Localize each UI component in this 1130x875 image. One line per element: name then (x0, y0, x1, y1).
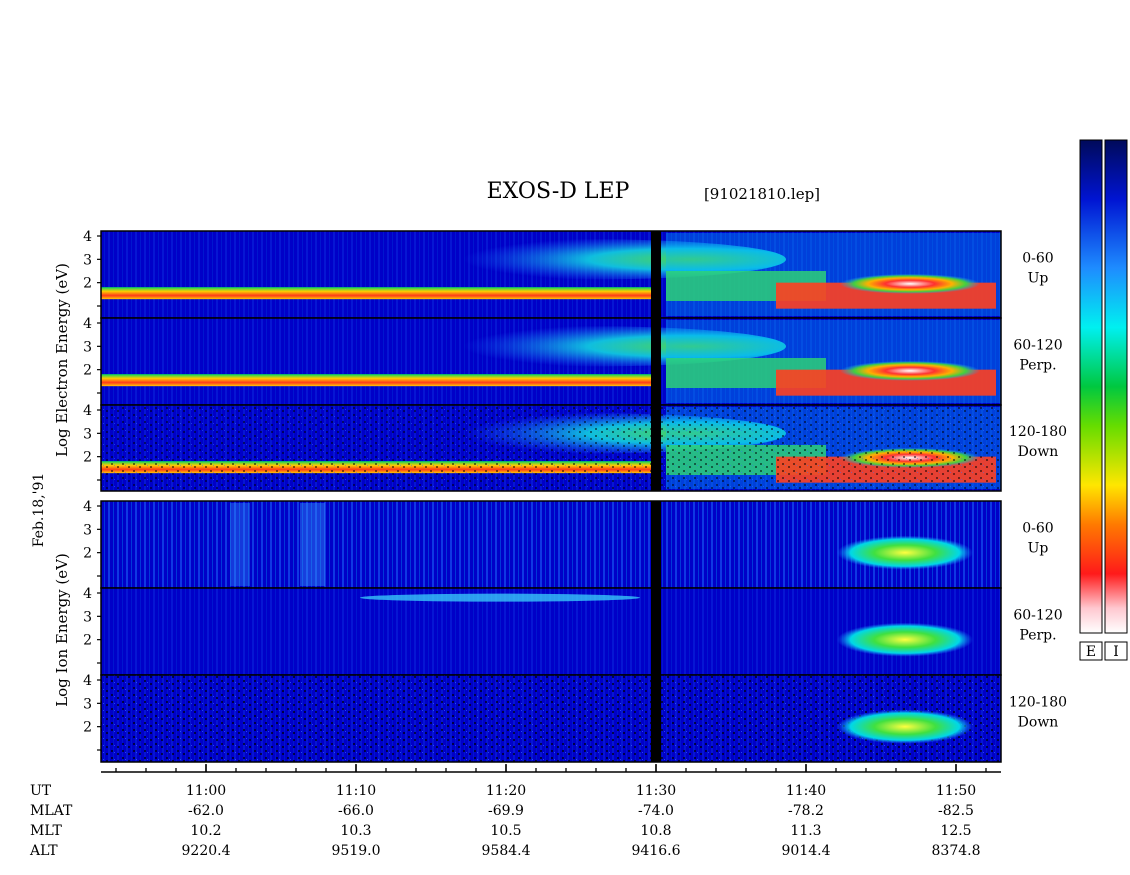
ephemeris-mlt-value: 10.3 (340, 823, 371, 839)
pitch-range-label: 0-60 (1022, 251, 1053, 267)
spectrogram-panels: 2 3 4 2 3 4 2 3 4 2 3 4 2 3 4 2 3 4 (83, 229, 1002, 763)
time-axis (101, 764, 1001, 773)
ion-stripe (230, 503, 250, 586)
pitch-direction-label: Perp. (1019, 628, 1056, 644)
panel-electron-perp: 2 3 4 (83, 316, 1002, 406)
colorbar-ion-label: I (1113, 644, 1119, 660)
low-energy-band (101, 374, 656, 387)
ephemeris-mlat-value: -74.0 (638, 803, 674, 819)
ephemeris-row-label: UT (30, 783, 52, 799)
y-tick-label: 4 (83, 673, 92, 689)
y-tick-label: 2 (83, 720, 92, 736)
colorbar-electron-label: E (1086, 644, 1096, 660)
data-gap (651, 501, 661, 588)
y-tick-label: 3 (83, 696, 92, 712)
y-tick-label: 4 (83, 499, 92, 515)
date-label: Feb.18,'91 (31, 473, 47, 548)
y-tick-label: 3 (83, 252, 92, 268)
energetic-plume (406, 326, 786, 367)
ephemeris-ut-value: 11:40 (786, 783, 826, 799)
file-name-label: [91021810.lep] (704, 185, 820, 203)
pitch-range-label: 120-180 (1009, 424, 1067, 440)
y-tick-label: 2 (83, 450, 92, 466)
ephemeris-mlt-value: 10.8 (640, 823, 671, 839)
data-gap (651, 231, 661, 318)
data-gap (651, 675, 661, 762)
ephemeris-row-label: MLAT (30, 803, 73, 819)
y-tick-label: 2 (83, 363, 92, 379)
ephemeris-row-label: MLT (30, 823, 62, 839)
y-tick-label: 2 (83, 546, 92, 562)
ion-cusp-population (837, 535, 973, 570)
pitch-range-label: 0-60 (1022, 521, 1053, 537)
ephemeris-ut-value: 11:20 (486, 783, 526, 799)
y-tick-label: 4 (83, 586, 92, 602)
ephemeris-alt-value: 9519.0 (332, 843, 381, 859)
ephemeris-row-label: ALT (29, 843, 58, 859)
panel-electron-down: 2 3 4 (83, 403, 1002, 492)
pitch-direction-label: Down (1018, 444, 1059, 460)
pitch-angle-labels: 0-60 Up 60-120 Perp. 120-180 Down 0-60 Up 60-120… (1009, 251, 1067, 731)
colorbar-ion: I (1104, 139, 1128, 661)
panel-ion-down: 2 3 4 (83, 673, 1002, 763)
y-tick-label: 2 (83, 633, 92, 649)
panel-electron-up: 2 3 4 (83, 229, 1002, 319)
ephemeris-mlat-value: -69.9 (488, 803, 524, 819)
hot-electron-core (840, 360, 980, 381)
ephemeris-mlt-value: 11.3 (790, 823, 821, 839)
ephemeris-alt-value: 9584.4 (482, 843, 531, 859)
ephemeris-alt-value: 9014.4 (782, 843, 831, 859)
hot-electron-core (840, 273, 980, 294)
ephemeris-alt-value: 8374.8 (932, 843, 981, 859)
panel-ion-up: 2 3 4 (83, 499, 1002, 589)
energetic-plume (406, 239, 786, 280)
pitch-range-label: 120-180 (1009, 695, 1067, 711)
ephemeris-mlt-value: 10.5 (490, 823, 521, 839)
ephemeris-alt-value: 9220.4 (182, 843, 231, 859)
pitch-direction-label: Up (1028, 271, 1049, 287)
y-tick-label: 3 (83, 339, 92, 355)
ion-axis-label: Log Ion Energy (eV) (53, 553, 71, 707)
ephemeris-ut-value: 11:00 (186, 783, 226, 799)
y-tick-label: 3 (83, 522, 92, 538)
ephemeris-table: UT 11:00 11:10 11:20 11:30 11:40 11:50 MLAT -62.… (29, 783, 981, 859)
data-gap (651, 318, 661, 405)
chart-title: EXOS-D LEP (487, 179, 630, 204)
ion-streak (360, 593, 640, 602)
colorbar-electron: E (1079, 139, 1103, 661)
panel-frame (100, 674, 1002, 763)
y-tick-label: 2 (83, 276, 92, 292)
ephemeris-ut-value: 11:10 (336, 783, 376, 799)
ion-cusp-population (837, 622, 973, 657)
ephemeris-mlt-value: 10.2 (190, 823, 221, 839)
ephemeris-alt-value: 9416.6 (632, 843, 681, 859)
ephemeris-ut-value: 11:30 (636, 783, 676, 799)
electron-axis-label: Log Electron Energy (eV) (53, 263, 71, 457)
ephemeris-mlat-value: -82.5 (938, 803, 974, 819)
ion-stripe (300, 503, 325, 586)
ephemeris-mlat-value: -78.2 (788, 803, 824, 819)
y-tick-label: 4 (83, 229, 92, 245)
pitch-direction-label: Perp. (1019, 358, 1056, 374)
data-gap (651, 588, 661, 675)
ephemeris-mlat-value: -62.0 (188, 803, 224, 819)
ephemeris-ut-value: 11:50 (936, 783, 976, 799)
panel-ion-perp: 2 3 4 (83, 586, 1002, 676)
data-gap (651, 405, 661, 491)
ephemeris-mlt-value: 12.5 (940, 823, 971, 839)
panel-frame (100, 404, 1002, 492)
y-tick-label: 3 (83, 426, 92, 442)
ion-cusp-population (837, 709, 973, 744)
y-tick-label: 4 (83, 316, 92, 332)
ephemeris-mlat-value: -66.0 (338, 803, 374, 819)
pitch-range-label: 60-120 (1013, 338, 1062, 354)
low-energy-band (101, 287, 656, 300)
noise-speckle (101, 405, 1001, 491)
y-tick-label: 4 (83, 403, 92, 419)
pitch-direction-label: Up (1028, 541, 1049, 557)
pitch-range-label: 60-120 (1013, 608, 1062, 624)
y-tick-label: 3 (83, 609, 92, 625)
pitch-direction-label: Down (1018, 715, 1059, 731)
